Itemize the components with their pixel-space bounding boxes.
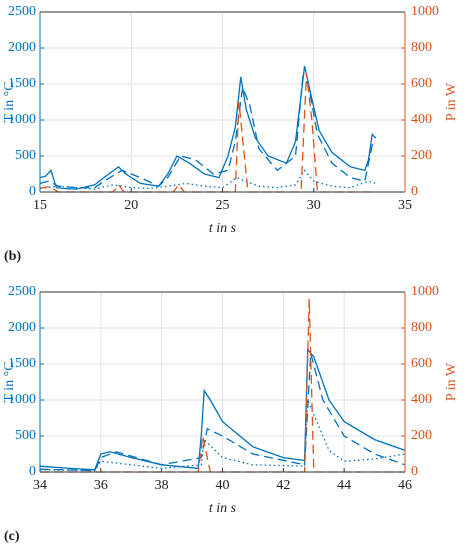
x-axis-label: t in s [209,221,237,236]
x-tick-label: 35 [398,198,412,213]
y2-tick-label: 400 [411,392,432,407]
y-tick-label: 1500 [8,76,36,91]
x-tick-label: 44 [337,478,351,493]
y2-tick-label: 200 [411,428,432,443]
y2-tick-label: 0 [411,184,418,199]
x-tick-label: 46 [398,478,412,493]
y-tick-label: 2000 [8,40,36,55]
x-tick-label: 40 [216,478,230,493]
y-tick-label: 1500 [8,356,36,371]
series-line [39,169,376,190]
series-line [39,75,377,189]
y-tick-label: 2500 [8,284,36,299]
y2-tick-label: 0 [411,464,418,479]
x-tick-label: 25 [216,198,230,213]
y2-tick-label: 1000 [411,4,439,19]
y-tick-label: 500 [15,428,36,443]
series-line [39,347,406,471]
x-tick-label: 15 [33,198,47,213]
panel-label: (c) [4,529,20,544]
y2-axis-label: P in W [444,362,459,401]
x-tick-label: 30 [307,198,321,213]
y2-tick-label: 400 [411,112,432,127]
y-tick-label: 2500 [8,4,36,19]
y2-tick-label: 800 [411,40,432,55]
y2-tick-label: 800 [411,320,432,335]
series-line [39,353,406,472]
y-tick-label: 1000 [8,112,36,127]
y-tick-label: 1000 [8,392,36,407]
y2-tick-label: 200 [411,148,432,163]
y-axis-label: T in °C [2,361,17,402]
y2-tick-label: 1000 [411,284,439,299]
x-tick-label: 36 [94,478,108,493]
y-tick-label: 500 [15,148,36,163]
y-tick-label: 0 [29,184,36,199]
y2-tick-label: 600 [411,76,432,91]
panel-label: (b) [4,249,21,264]
y2-tick-label: 600 [411,356,432,371]
series-line [39,399,406,472]
series-line [39,65,377,190]
y-axis-label: T in °C [2,81,17,122]
x-tick-label: 38 [155,478,169,493]
x-tick-label: 42 [276,478,290,493]
y-tick-label: 2000 [8,320,36,335]
x-tick-label: 20 [124,198,138,213]
x-tick-label: 34 [33,478,47,493]
x-axis-label: t in s [209,501,237,516]
y-tick-label: 0 [29,464,36,479]
y2-axis-label: P in W [444,82,459,121]
